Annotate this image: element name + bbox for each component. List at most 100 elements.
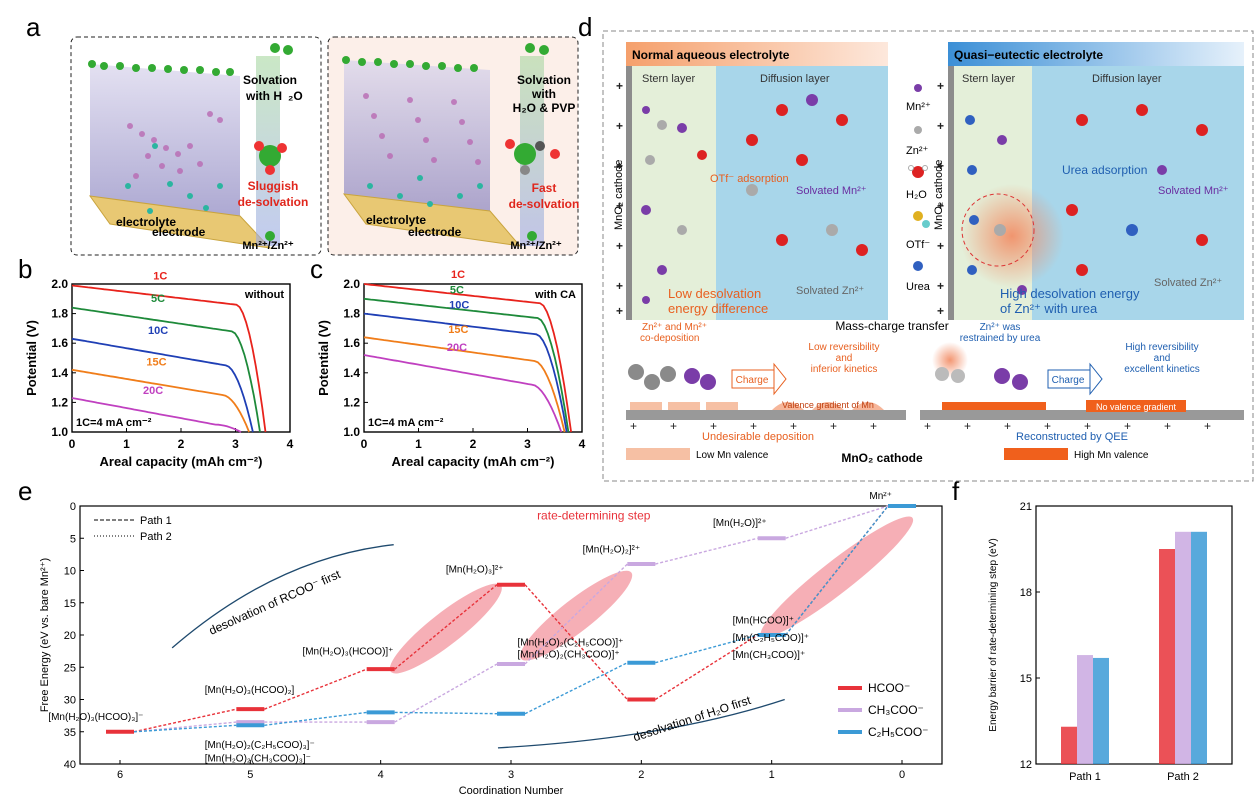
species-label: [Mn(H₂O)₂(CH₃COO)₃]⁻ [205,753,311,764]
pa-left-electrolyte: electrolyte [116,215,176,229]
svg-text:+: + [750,419,757,433]
bar-Path-1-2 [1093,657,1109,764]
pa-right-desolvation: de-solvation [509,197,580,211]
y-tick-label: 2.0 [51,277,68,291]
series-label-1C: 1C [153,270,167,282]
species-label: [Mn(H₂O)]²⁺ [713,518,767,529]
x-tick-label: 4 [287,437,294,451]
y-tick-label: 21 [1020,501,1032,513]
x-tick-label: Path 2 [1167,771,1199,783]
panel-a-illustration: Solvation with H ₂O Sluggish de-solvatio… [70,36,580,256]
panel-label-e: e [18,476,33,506]
y-tick-label: 10 [64,566,76,578]
pd-restrained: Zn²⁺ was restrained by urea [960,322,1041,344]
anion-legend-label: HCOO⁻ [868,681,910,695]
svg-text:+: + [1004,419,1011,433]
y-tick-label: 40 [64,759,76,771]
svg-text:+: + [937,79,944,93]
pd-charge-left: Charge [736,375,769,386]
pd-left-title: Normal aqueous electrolyte [632,48,790,62]
x-tick-label: 0 [361,437,368,451]
pd-legend-mn: Mn²⁺ [906,101,931,113]
rds-ellipse [520,570,633,661]
svg-text:+: + [616,159,623,173]
svg-text:+: + [937,304,944,318]
svg-text:+: + [937,119,944,133]
svg-text:+: + [924,419,931,433]
pd-right-title: Quasi−eutectic electrolyte [954,48,1103,62]
svg-text:+: + [710,419,717,433]
pd-mass-charge: Mass-charge transfer [835,319,948,333]
pd-solvated-zn-right: Solvated Zn²⁺ [1154,277,1222,289]
pd-reconstructed: Reconstructed by QEE [1016,431,1128,443]
pd-charge-right: Charge [1052,375,1085,386]
pa-left-with: with H [245,89,282,103]
species-label: [Mn(H₂O)₂(C₂H₅COO)]⁺ [518,637,624,648]
species-label: [Mn(C₂H₅COO)]⁺ [733,633,810,644]
series-line-15C [363,336,566,433]
x-tick-label: 4 [579,437,586,451]
species-label: Mn²⁺ [869,492,892,502]
pa-left-solvation: Solvation [243,73,297,87]
x-tick-label: 6 [117,769,123,781]
series-line-10C [71,337,254,433]
connector-CH₃COO⁻ [785,505,889,539]
species-label: [Mn(H₂O)₃(HCOO)₂] [205,685,295,696]
svg-text:+: + [870,419,877,433]
connector-HCOO⁻ [264,668,367,710]
x-tick-label: 4 [378,769,384,781]
x-tick-label: Path 1 [1069,771,1101,783]
pa-right-electrolyte: electrolyte [366,213,426,227]
anion-legend-label: C₂H₅COO⁻ [868,725,929,739]
svg-text:+: + [616,119,623,133]
pd-no-gradient: No valence gradient [1096,402,1177,412]
connector-C₂H₅COO⁻ [655,634,758,664]
species-label: [Mn(H₂O)₂(CH₃COO)]⁺ [518,650,620,661]
svg-text:+: + [1084,419,1091,433]
note-label: 1C=4 mA cm⁻² [76,417,152,429]
series-line-1C [71,284,267,433]
bar-Path-2-2 [1191,531,1207,764]
plot-frame [79,505,943,765]
svg-text:+: + [616,279,623,293]
x-tick-label: 3 [232,437,239,451]
svg-text:+: + [1204,419,1211,433]
pd-low-mn: Low Mn valence [696,450,769,461]
svg-text:+: + [616,79,623,93]
series-label-5C: 5C [450,284,464,296]
y-tick-label: 1.0 [343,425,360,439]
connector-C₂H₅COO⁻ [785,505,889,636]
y-tick-label: 20 [64,630,76,642]
y-tick-label: 2.0 [343,277,360,291]
arrow-top [171,544,394,649]
y-tick-label: 1.2 [343,395,360,409]
panel-label-d: d [578,12,593,42]
pa-left-ions: Mn²⁺/Zn²⁺ [242,240,294,252]
pd-left-stern: Stern layer [642,73,696,85]
series-label-1C: 1C [451,270,465,281]
series-line-10C [363,312,568,433]
svg-text:+: + [1124,419,1131,433]
pd-high-rev: High reversibility and excellent kinetics [1124,342,1200,375]
species-label: [Mn(H₂O)₂(C₂H₅COO)₃]⁻ [205,740,315,751]
rds-ellipse [389,583,502,674]
svg-text:+: + [790,419,797,433]
arrow-bottom [497,698,785,749]
species-label: [Mn(H₂O)₃(HCOO)]⁺ [302,646,393,657]
x-tick-label: 1 [769,769,775,781]
pd-left-cathode: MnO₂ cathode [613,160,625,230]
svg-text:+: + [964,419,971,433]
svg-text:+: + [937,159,944,173]
pd-legend-otf: OTf⁻ [906,239,930,251]
y-tick-label: 30 [64,695,76,707]
y-axis-label: Free Energy (eV vs. bare Mn²⁺) [39,558,51,712]
series-line-5C [71,306,261,433]
bar-Path-2-0 [1159,549,1175,764]
svg-text:+: + [1164,419,1171,433]
y-tick-label: 1.0 [51,425,68,439]
svg-text:+: + [616,304,623,318]
pd-legend-h2o: H₂O [906,189,927,201]
pd-mno2: MnO₂ cathode [841,451,923,465]
y-tick-label: 1.6 [343,336,360,350]
species-label: [Mn(H₂O)₃(HCOO)₃]⁻ [48,712,143,723]
